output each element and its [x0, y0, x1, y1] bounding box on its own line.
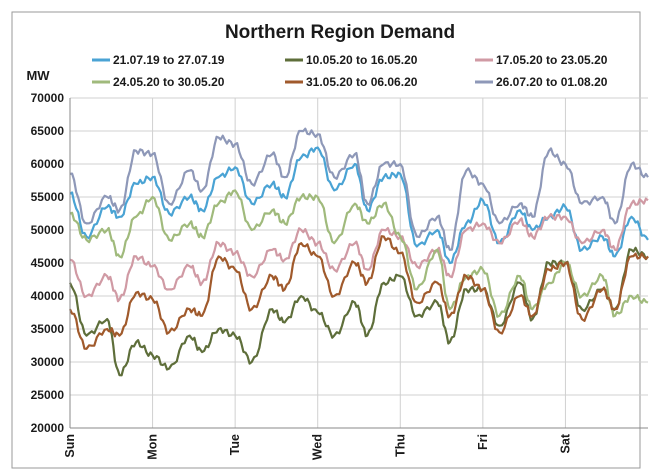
y-tick-label: 30000: [31, 355, 65, 369]
x-tick-label: Mon: [146, 434, 160, 460]
y-tick-label: 20000: [31, 421, 65, 435]
y-tick-label: 70000: [31, 91, 65, 105]
legend: 21.07.19 to 27.07.19 10.05.20 to 16.05.20…: [92, 53, 608, 89]
x-tick-label: Tue: [228, 434, 242, 455]
chart-title: Northern Region Demand: [225, 22, 455, 43]
y-tick-label: 40000: [31, 289, 65, 303]
series-line: [68, 246, 649, 377]
y-tick-label: 55000: [31, 190, 65, 204]
legend-label: 10.05.20 to 16.05.20: [306, 53, 418, 67]
legend-label: 31.05.20 to 06.06.20: [306, 75, 418, 89]
y-tick-label: 25000: [31, 388, 65, 402]
x-tick-label: Fri: [476, 434, 490, 450]
y-tick-label: 35000: [31, 322, 65, 336]
x-tick-label: Sat: [558, 433, 572, 453]
series-line: [69, 189, 649, 318]
legend-label: 26.07.20 to 01.08.20: [496, 75, 608, 89]
x-tick-label: Wed: [311, 434, 325, 460]
x-axis-ticks: Sun Mon Tue Wed Thu Fri Sat: [63, 433, 572, 460]
x-tick-label: Sun: [63, 434, 77, 458]
y-tick-label: 60000: [31, 157, 65, 171]
series-line: [69, 235, 649, 350]
series-lines: [68, 127, 649, 377]
legend-label: 21.07.19 to 27.07.19: [113, 53, 225, 67]
series-line: [69, 127, 649, 251]
legend-label: 17.05.20 to 23.05.20: [496, 53, 608, 67]
y-axis-ticks: 20000 25000 30000 35000 40000 45000 50000 55000…: [31, 91, 65, 435]
y-tick-label: 65000: [31, 124, 65, 138]
y-axis-unit-label: MW: [26, 68, 50, 83]
series-line: [69, 197, 649, 303]
x-tick-label: Thu: [393, 434, 407, 457]
legend-label: 24.05.20 to 30.05.20: [113, 75, 225, 89]
grid-lines: [69, 97, 648, 429]
chart-frame: [11, 11, 641, 469]
y-tick-label: 45000: [31, 256, 65, 270]
y-tick-label: 50000: [31, 223, 65, 237]
